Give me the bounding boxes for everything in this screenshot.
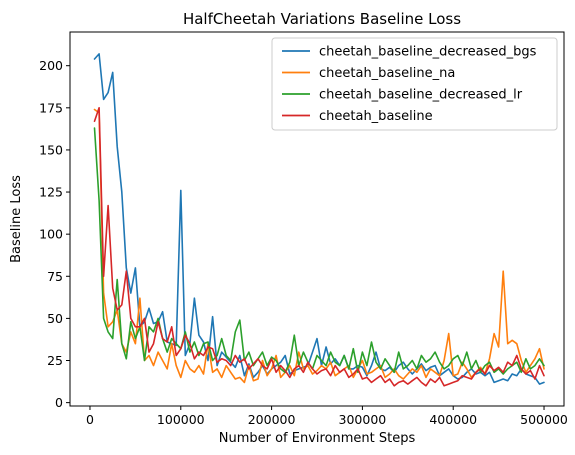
y-tick-label: 50 (47, 311, 63, 326)
series-layer (93, 53, 545, 387)
legend-label-2: cheetah_baseline_na (319, 66, 455, 81)
y-tick-label: 200 (39, 58, 63, 73)
legend-label-1: cheetah_baseline_decreased_bgs (319, 45, 537, 60)
legend-label-3: cheetah_baseline_decreased_lr (319, 88, 523, 103)
x-tick-label: 0 (86, 412, 94, 427)
y-tick-label: 75 (47, 269, 63, 284)
series-line-2 (93, 108, 545, 384)
y-axis: 0 25 50 75 100 125 150 175 200 (39, 58, 70, 410)
chart-title: HalfCheetah Variations Baseline Loss (183, 10, 461, 28)
legend-label-4: cheetah_baseline (319, 109, 433, 124)
y-tick-label: 25 (47, 353, 63, 368)
y-tick-label: 125 (39, 185, 63, 200)
x-tick-label: 200000 (248, 412, 296, 427)
y-axis-label: Baseline Loss (9, 175, 24, 263)
x-tick-label: 500000 (520, 412, 568, 427)
y-tick-label: 150 (39, 142, 63, 157)
x-tick-label: 300000 (339, 412, 387, 427)
series-line-3 (93, 127, 545, 375)
y-tick-label: 100 (39, 227, 63, 242)
x-tick-label: 400000 (429, 412, 477, 427)
x-axis-label: Number of Environment Steps (219, 431, 416, 446)
y-tick-label: 0 (55, 395, 63, 410)
x-axis: 0 100000 200000 300000 400000 500000 (86, 406, 568, 427)
series-line-4 (93, 107, 545, 387)
legend-box (271, 37, 558, 131)
plot-frame (69, 31, 565, 407)
y-tick-label: 175 (39, 100, 63, 115)
x-tick-label: 100000 (157, 412, 205, 427)
legend: cheetah_baseline_decreased_bgs cheetah_ba… (271, 37, 558, 131)
